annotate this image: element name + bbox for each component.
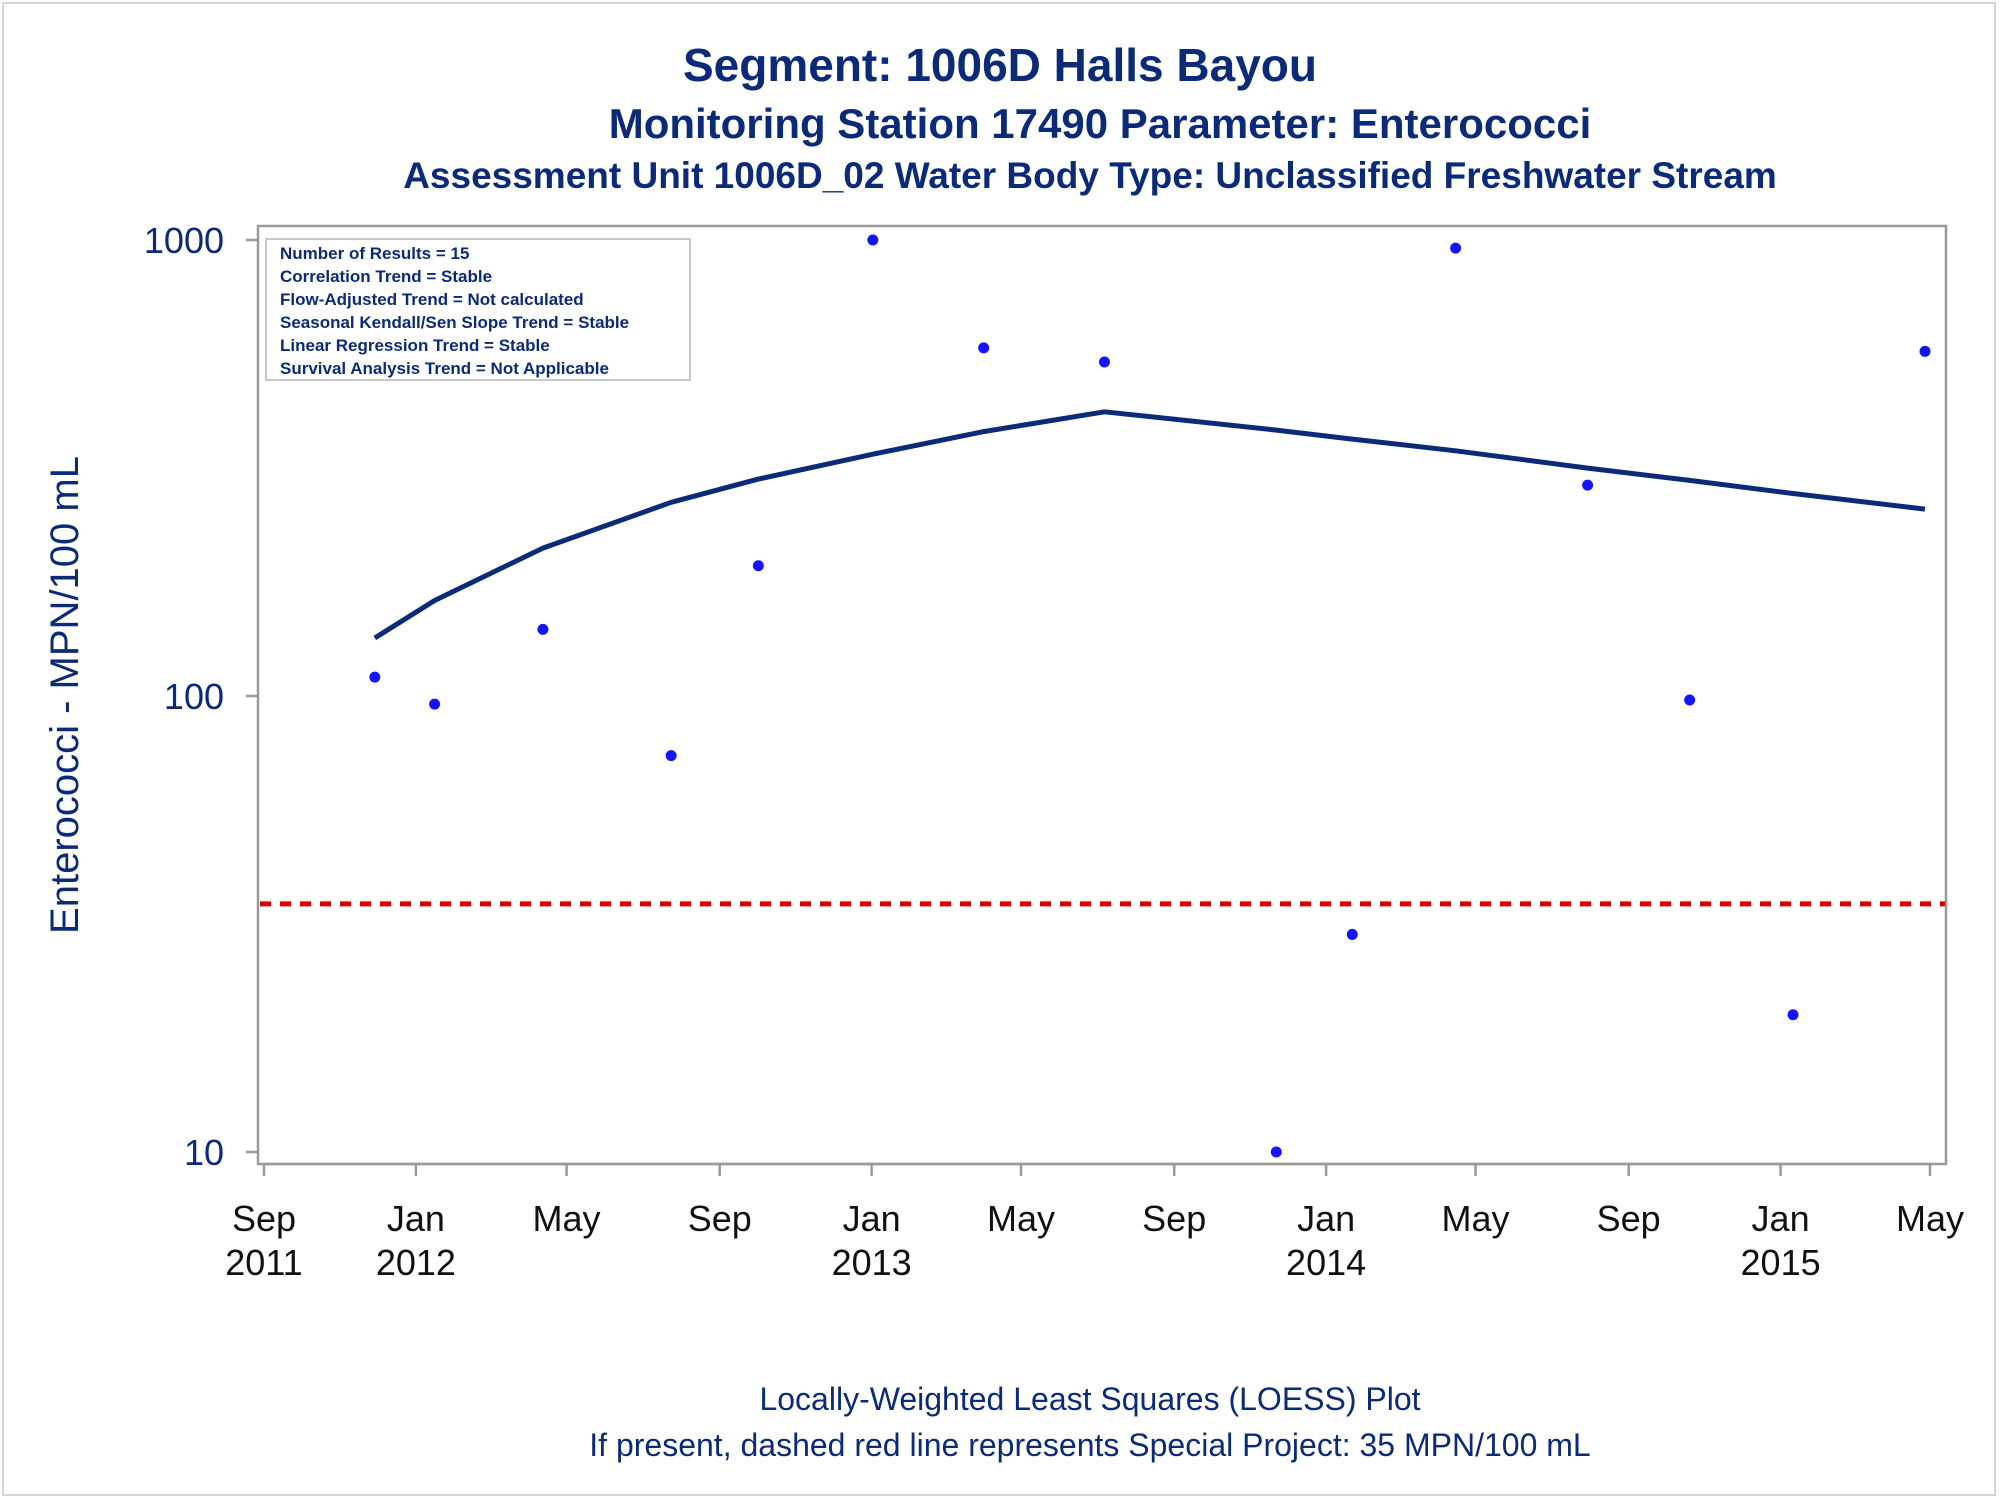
data-point	[1270, 1146, 1282, 1158]
x-tick-label: Jan	[387, 1198, 445, 1239]
x-tick-label: May	[533, 1198, 601, 1239]
x-tick-label: May	[1442, 1198, 1510, 1239]
x-tick-year-label: 2015	[1741, 1242, 1821, 1283]
x-tick-label: May	[987, 1198, 1055, 1239]
stats-box-border	[265, 238, 691, 381]
data-point	[665, 750, 677, 762]
data-point	[1787, 1009, 1799, 1021]
stats-line: Flow-Adjusted Trend = Not calculated	[280, 290, 584, 309]
stats-box: Number of Results = 15 Correlation Trend…	[265, 238, 691, 381]
footnote-reference: If present, dashed red line represents S…	[589, 1427, 1591, 1463]
data-point	[867, 234, 879, 246]
stats-line: Correlation Trend = Stable	[280, 267, 492, 286]
data-point	[1919, 345, 1931, 357]
chart-subtitle: Monitoring Station 17490 Parameter: Ente…	[608, 100, 1592, 147]
data-point	[537, 623, 549, 635]
stats-line: Linear Regression Trend = Stable	[280, 336, 550, 355]
y-tick-label: 1000	[144, 220, 224, 261]
stats-line: Survival Analysis Trend = Not Applicable	[280, 359, 609, 378]
x-tick-label: Sep	[1142, 1198, 1206, 1239]
data-point	[1450, 242, 1462, 254]
x-tick-label: Sep	[688, 1198, 752, 1239]
data-point	[1098, 356, 1110, 368]
data-point	[429, 698, 441, 710]
x-tick-year-label: 2012	[376, 1242, 456, 1283]
x-tick-label: May	[1896, 1198, 1964, 1239]
x-tick-year-label: 2011	[225, 1242, 302, 1283]
data-point	[752, 560, 764, 572]
stats-line: Seasonal Kendall/Sen Slope Trend = Stabl…	[280, 313, 629, 332]
y-tick-label: 100	[164, 676, 224, 717]
data-point	[369, 671, 381, 683]
data-point	[1684, 694, 1696, 706]
loess-line	[373, 409, 1926, 641]
y-tick-label: 10	[184, 1132, 224, 1173]
points-layer	[369, 234, 1931, 1158]
chart-subtitle-2: Assessment Unit 1006D_02 Water Body Type…	[403, 155, 1777, 196]
data-point	[1582, 479, 1594, 491]
data-point	[1346, 928, 1358, 940]
stats-line: Number of Results = 15	[280, 244, 469, 263]
x-tick-label: Jan	[843, 1198, 901, 1239]
loess-layer	[373, 409, 1926, 641]
x-tick-label: Sep	[232, 1198, 296, 1239]
x-tick-label: Sep	[1597, 1198, 1661, 1239]
chart-title: Segment: 1006D Halls Bayou	[682, 39, 1317, 91]
y-axis: 10 100 1000	[144, 220, 258, 1173]
y-axis-label: Enterococci - MPN/100 mL	[43, 456, 87, 934]
x-tick-year-label: 2013	[832, 1242, 912, 1283]
x-tick-label: Jan	[1297, 1198, 1355, 1239]
x-tick-year-label: 2014	[1286, 1242, 1366, 1283]
data-point	[978, 342, 990, 354]
x-tick-label: Jan	[1752, 1198, 1810, 1239]
footnote-loess: Locally-Weighted Least Squares (LOESS) P…	[759, 1381, 1421, 1417]
